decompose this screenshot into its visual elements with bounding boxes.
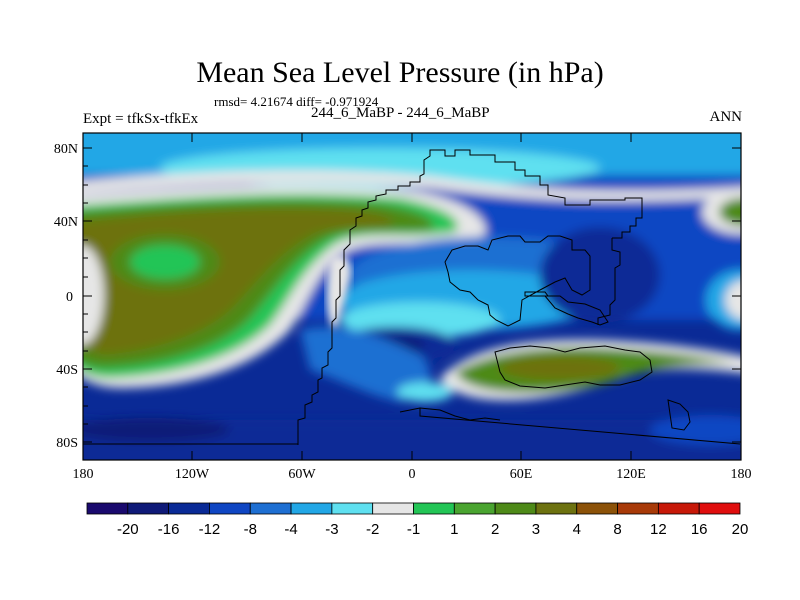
colorbar-label: -2	[366, 521, 379, 538]
colorbar	[86, 502, 741, 515]
colorbar-label: 16	[691, 521, 708, 538]
colorbar-swatch	[453, 502, 496, 515]
lon-label-120e: 120E	[616, 467, 646, 482]
experiment-label: Expt = tfkSx-tfkEx	[83, 111, 199, 127]
colorbar-swatch	[657, 502, 700, 515]
colorbar-label: 1	[450, 521, 458, 538]
colorbar-label: -8	[244, 521, 257, 538]
colorbar-swatch	[698, 502, 741, 515]
lon-label-0: 0	[409, 467, 416, 482]
lat-label-80s: 80S	[56, 436, 78, 451]
lat-label-40s: 40S	[56, 363, 78, 378]
colorbar-swatch	[249, 502, 292, 515]
colorbar-label: -1	[407, 521, 420, 538]
colorbar-swatch	[576, 502, 618, 515]
colorbar-label: -4	[284, 521, 297, 538]
lon-label-60w: 60W	[288, 467, 316, 482]
colorbar-swatch	[413, 502, 455, 515]
colorbar-label: 20	[732, 521, 749, 538]
colorbar-label: 4	[573, 521, 581, 538]
colorbar-swatch	[331, 502, 374, 515]
lon-labels: 180 120W 60W 0 60E 120E 180	[73, 467, 752, 482]
coastlines	[83, 149, 741, 445]
colorbar-label: -3	[325, 521, 338, 538]
season-label: ANN	[709, 109, 743, 125]
colorbar-swatch	[127, 502, 170, 515]
pressure-field	[83, 133, 741, 460]
colorbar-swatch	[209, 502, 251, 515]
colorbar-label: 12	[650, 521, 667, 538]
colorbar-swatch	[168, 502, 210, 515]
colorbar-swatch	[617, 502, 659, 515]
lon-label-180e: 180	[731, 467, 752, 482]
colorbar-swatch	[372, 502, 414, 515]
lat-labels: 80N 40N 0 40S 80S	[54, 142, 78, 451]
colorbar-label: 8	[613, 521, 621, 538]
colorbar-label: -16	[158, 521, 180, 538]
colorbar-label: 2	[491, 521, 499, 538]
colorbar-swatch	[494, 502, 537, 515]
comparison-label: 244_6_MaBP - 244_6_MaBP	[311, 105, 490, 121]
colorbar-swatch	[535, 502, 578, 515]
lat-label-0: 0	[66, 290, 73, 305]
colorbar-labels: -20 -16 -12 -8 -4 -3 -2 -1 1 2 3 4 8 12 16 20	[117, 521, 748, 538]
colorbar-label: -12	[199, 521, 221, 538]
lat-label-40n: 40N	[54, 215, 78, 230]
lon-label-180w: 180	[73, 467, 94, 482]
lon-ticks	[82, 133, 742, 460]
map-title: Mean Sea Level Pressure (in hPa)	[196, 56, 604, 89]
colorbar-swatch	[290, 502, 333, 515]
colorbar-label: 3	[532, 521, 540, 538]
stats-line: rmsd= 4.21674 diff= -0.971924	[214, 94, 379, 109]
lon-label-120w: 120W	[175, 467, 210, 482]
lat-ticks	[83, 147, 741, 443]
colorbar-swatch	[86, 502, 129, 515]
lat-label-80n: 80N	[54, 142, 78, 157]
lon-label-60e: 60E	[510, 467, 533, 482]
colorbar-label: -20	[117, 521, 139, 538]
